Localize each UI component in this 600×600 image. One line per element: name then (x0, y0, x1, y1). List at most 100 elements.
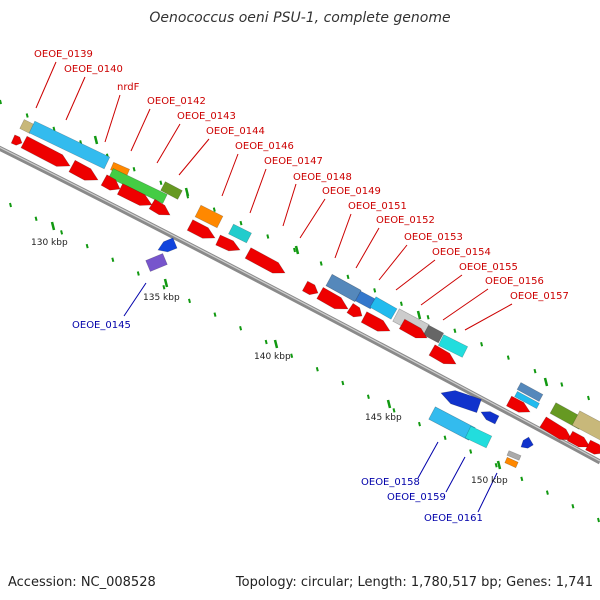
gene-label-OEOE_0143[interactable]: OEOE_0143 (177, 111, 236, 122)
feature-cyan-far2[interactable] (514, 390, 540, 410)
cds-arrow-far4[interactable] (585, 439, 600, 455)
feature-cyan-0140[interactable] (28, 120, 111, 170)
feature-olive-0143[interactable] (160, 181, 183, 200)
leader-OEOE_0161 (477, 472, 498, 513)
tick-major (163, 278, 169, 288)
tick-outer-row (533, 368, 537, 374)
feature-cyan-0152[interactable] (369, 296, 398, 320)
cds-arrow-far3[interactable] (566, 430, 591, 448)
tick-outer-row (560, 382, 564, 387)
cds-arrow-0152[interactable] (360, 311, 391, 332)
tick-outer-row (346, 274, 350, 280)
gene-label-OEOE_0159[interactable]: OEOE_0159 (387, 492, 446, 503)
gene-label-OEOE_0147[interactable]: OEOE_0147 (264, 156, 323, 167)
feature-darkgray-0155[interactable] (422, 324, 445, 344)
feature-gray-0161b[interactable] (506, 450, 522, 461)
tick-outer-row (132, 167, 136, 172)
gene-label-OEOE_0154[interactable]: OEOE_0154 (432, 247, 491, 258)
gene-label-OEOE_0139[interactable]: OEOE_0139 (34, 49, 93, 60)
feature-blue-0158a[interactable] (440, 390, 482, 413)
tick-inner-row (239, 326, 243, 331)
tick-outer-row (293, 247, 296, 253)
cds-arrow-0146[interactable] (215, 234, 241, 252)
cds-arrow-0149[interactable] (316, 286, 349, 310)
tick-inner-row (571, 504, 575, 509)
cds-arrow-0154[interactable] (398, 318, 428, 339)
gene-label-OEOE_0145[interactable]: OEOE_0145 (72, 320, 131, 331)
feature-orange-0161c[interactable] (504, 456, 519, 469)
tick-inner-row (9, 202, 12, 208)
gene-label-OEOE_0149[interactable]: OEOE_0149 (322, 186, 381, 197)
feature-orange-0144[interactable] (194, 204, 224, 229)
cds-arrow-0156[interactable] (428, 344, 457, 365)
tick-outer-row (373, 288, 377, 293)
gene-label-OEOE_0161[interactable]: OEOE_0161 (424, 513, 483, 524)
tick-inner-row (418, 421, 421, 427)
gene-label-OEOE_0140[interactable]: OEOE_0140 (64, 64, 123, 75)
tick-outer-row (212, 207, 216, 212)
genome-backbone (0, 145, 600, 465)
leader-OEOE_0155 (420, 274, 463, 306)
gene-label-OEOE_0155[interactable]: OEOE_0155 (459, 262, 518, 273)
feature-blue-0161a[interactable] (520, 436, 534, 449)
minor-tick-layer (0, 99, 600, 523)
leader-OEOE_0151 (334, 213, 352, 259)
feature-steelblue-far1[interactable] (516, 382, 544, 402)
tick-outer-row (399, 301, 403, 307)
tick-outer-row (239, 220, 243, 226)
cds-arrow-0147[interactable] (244, 247, 286, 274)
tick-major (273, 339, 279, 349)
feature-blue-0158b[interactable] (480, 411, 500, 425)
feature-blue-0145a[interactable] (157, 237, 178, 253)
tick-major (93, 135, 99, 145)
gene-label-nrdF[interactable]: nrdF (117, 82, 140, 93)
tick-inner-row (34, 216, 38, 221)
cds-arrow-far1[interactable] (505, 395, 531, 413)
cds-arrow-0142b[interactable] (116, 183, 153, 206)
tick-outer-row (266, 234, 270, 239)
gene-label-OEOE_0158[interactable]: OEOE_0158 (361, 477, 420, 488)
feature-cyan-0158c[interactable] (428, 406, 476, 441)
leader-OEOE_0143 (156, 123, 181, 164)
gene-label-OEOE_0157[interactable]: OEOE_0157 (510, 291, 569, 302)
tick-major (50, 221, 56, 231)
cds-arrow-0143[interactable] (148, 198, 171, 216)
cds-arrow-nrdF[interactable] (68, 159, 99, 181)
kbp-label-130: 130 kbp (31, 238, 68, 248)
cds-arrow-0144[interactable] (186, 219, 216, 239)
gene-label-OEOE_0156[interactable]: OEOE_0156 (485, 276, 544, 287)
feature-purple-0145b[interactable] (145, 253, 168, 272)
tick-inner-row (136, 271, 140, 276)
tick-outer-row (319, 261, 323, 266)
feature-steelblue-0149[interactable] (325, 273, 362, 303)
cds-arrow-0140[interactable] (20, 135, 71, 167)
tick-inner-row (290, 353, 294, 358)
cds-arrow-0139[interactable] (10, 134, 23, 146)
gene-label-OEOE_0142[interactable]: OEOE_0142 (147, 96, 206, 107)
feature-tan-far4[interactable] (571, 410, 600, 441)
tick-outer-row (159, 180, 163, 185)
leader-OEOE_0140 (65, 76, 86, 121)
tick-outer-row (587, 395, 590, 401)
gene-label-OEOE_0144[interactable]: OEOE_0144 (206, 126, 265, 137)
label-leader-layer (35, 61, 513, 513)
leader-OEOE_0147 (249, 168, 267, 214)
gene-label-OEOE_0148[interactable]: OEOE_0148 (293, 172, 352, 183)
feature-aqua-0159[interactable] (464, 425, 493, 449)
leader-OEOE_0152 (355, 227, 380, 269)
cds-arrow-0151[interactable] (346, 302, 363, 318)
gene-label-OEOE_0151[interactable]: OEOE_0151 (348, 201, 407, 212)
cds-arrow-0142a[interactable] (100, 174, 121, 191)
cds-arrow-0148[interactable] (301, 280, 319, 296)
feature-aqua-0157[interactable] (437, 334, 469, 358)
gene-label-OEOE_0152[interactable]: OEOE_0152 (376, 215, 435, 226)
map-title: Oenococcus oeni PSU-1, complete genome (149, 10, 451, 26)
leader-OEOE_0139 (35, 61, 57, 109)
gene-label-OEOE_0153[interactable]: OEOE_0153 (404, 232, 463, 243)
tick-inner-row (85, 243, 89, 249)
tick-inner-row (597, 517, 600, 523)
feature-teal-0146[interactable] (228, 223, 252, 244)
gene-label-OEOE_0146[interactable]: OEOE_0146 (235, 141, 294, 152)
cds-arrow-far2[interactable] (539, 416, 573, 441)
